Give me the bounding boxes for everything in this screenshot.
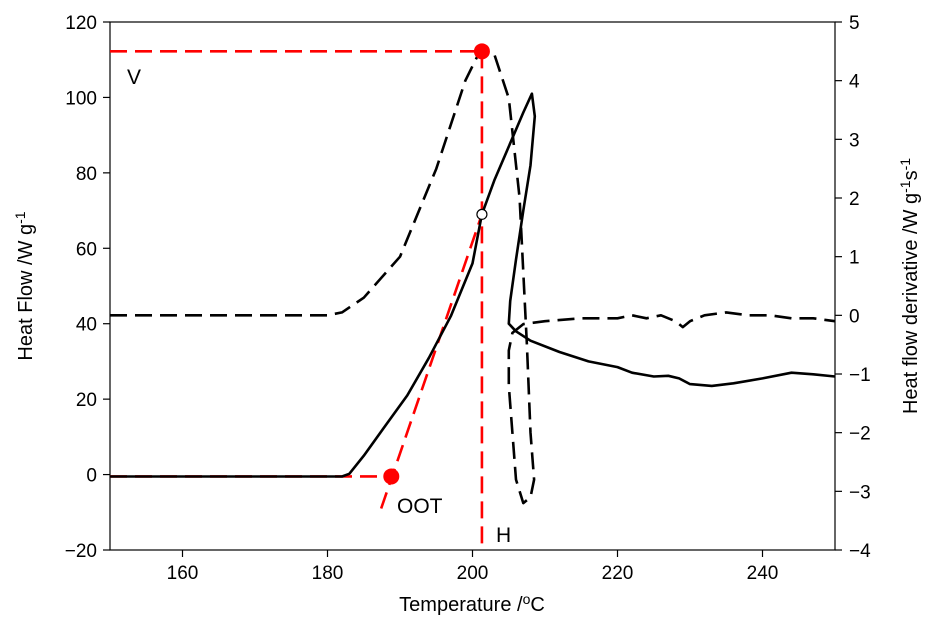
heat-flow-series-line <box>110 92 836 478</box>
intersection-marker <box>476 208 488 220</box>
left-axis-title: Heat Flow /W g-1 <box>12 211 37 360</box>
right-tick-label: 3 <box>849 130 860 151</box>
right-tick-label: −1 <box>849 365 871 386</box>
right-axis-title: Heat flow derivative /W g-1s-1 <box>897 158 922 414</box>
right-tick-label: 2 <box>849 189 860 210</box>
left-tick-label: 100 <box>65 88 97 109</box>
right-tick-label: 1 <box>849 248 860 269</box>
tangent-line <box>379 213 484 509</box>
x-tick-label: 200 <box>457 563 489 584</box>
right-tick-label: −3 <box>849 482 871 503</box>
left-tick-label: −20 <box>65 541 97 562</box>
v-label: V <box>127 66 141 89</box>
x-tick-label: 240 <box>747 563 779 584</box>
derivative-series-line <box>110 50 836 505</box>
right-tick-label: 0 <box>849 306 860 327</box>
left-tick-label: 60 <box>76 239 97 260</box>
x-tick-label: 160 <box>167 563 199 584</box>
markers <box>383 43 490 485</box>
onset-marker <box>383 468 400 485</box>
series-layer <box>110 50 836 505</box>
left-tick-label: 0 <box>86 466 97 487</box>
annotation-lines <box>110 50 484 550</box>
right-axis-ticks: −4 −3 −2 −1 0 1 2 3 4 5 <box>835 13 871 562</box>
x-axis-title: Temperature /oC <box>399 591 545 616</box>
oot-label: OOT <box>397 495 443 518</box>
left-tick-label: 120 <box>65 13 97 34</box>
left-axis-ticks: −20 0 20 40 60 80 100 120 <box>65 13 110 562</box>
left-tick-label: 20 <box>76 390 97 411</box>
x-axis-ticks: 160 180 200 220 240 <box>167 550 779 584</box>
right-tick-label: −2 <box>849 424 871 445</box>
plot-frame <box>109 21 836 551</box>
h-label: H <box>496 524 511 547</box>
left-tick-label: 40 <box>76 315 97 336</box>
x-tick-label: 180 <box>312 563 344 584</box>
right-tick-label: 5 <box>849 13 860 34</box>
peak-marker <box>473 43 490 60</box>
right-tick-label: 4 <box>849 72 860 93</box>
right-tick-label: −4 <box>849 541 871 562</box>
x-tick-label: 220 <box>602 563 634 584</box>
left-tick-label: 80 <box>76 164 97 185</box>
